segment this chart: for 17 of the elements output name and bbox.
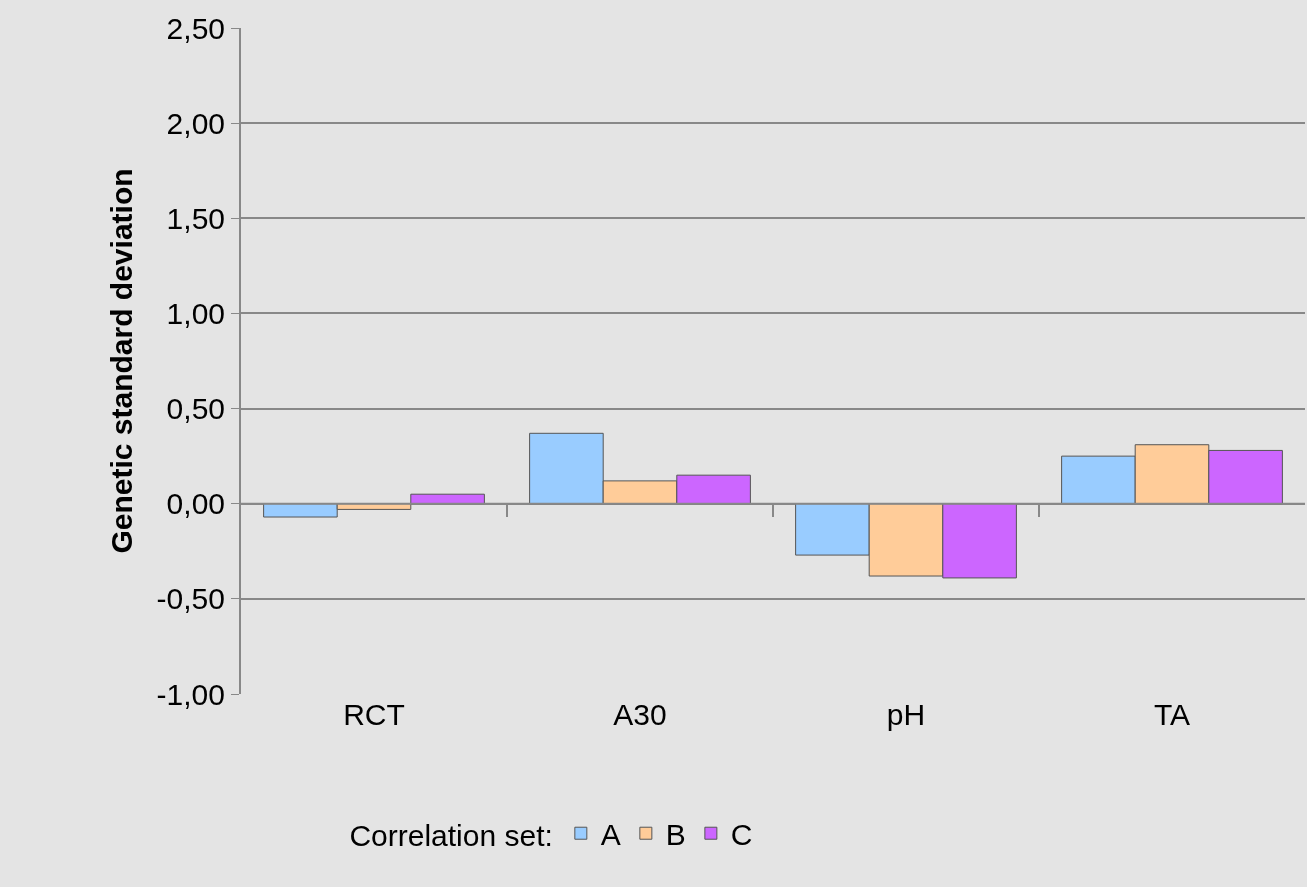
- y-tick-label: 1,50: [166, 201, 225, 235]
- legend-title: Correlation set:: [349, 819, 553, 853]
- legend-label: B: [665, 817, 686, 851]
- x-tick-label: TA: [1153, 698, 1191, 731]
- y-tick-label: -1,00: [156, 677, 225, 711]
- x-tick-label: RCT: [343, 698, 405, 731]
- y-tick-label: 2,00: [166, 106, 225, 140]
- y-tick-label: 0,50: [166, 392, 225, 426]
- y-axis-title: Genetic standard deviation: [105, 168, 139, 554]
- x-tick-label: A30: [613, 698, 667, 731]
- y-tick-label: 1,00: [166, 296, 225, 330]
- y-tick-label: 0,00: [166, 487, 225, 521]
- y-tick-label: -0,50: [156, 582, 225, 616]
- legend-label: A: [600, 817, 621, 851]
- legend-label: C: [730, 817, 753, 851]
- y-tick-label: 2,50: [166, 11, 225, 45]
- x-tick-label: pH: [886, 698, 926, 731]
